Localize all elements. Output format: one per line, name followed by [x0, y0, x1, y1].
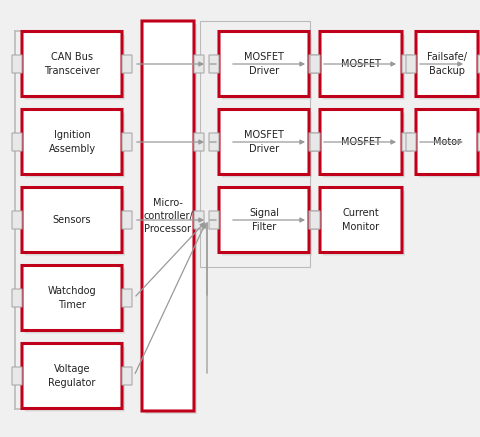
FancyBboxPatch shape — [122, 289, 132, 307]
Text: Sensors: Sensors — [53, 215, 91, 225]
Text: Current
Monitor: Current Monitor — [342, 208, 379, 232]
FancyBboxPatch shape — [193, 133, 204, 151]
FancyBboxPatch shape — [222, 35, 312, 100]
FancyBboxPatch shape — [122, 55, 132, 73]
FancyBboxPatch shape — [22, 343, 122, 409]
Text: Micro-
controller/
Processor: Micro- controller/ Processor — [143, 198, 192, 234]
FancyBboxPatch shape — [319, 31, 401, 97]
FancyBboxPatch shape — [401, 133, 411, 151]
FancyBboxPatch shape — [25, 35, 125, 100]
FancyBboxPatch shape — [22, 31, 122, 97]
FancyBboxPatch shape — [477, 133, 480, 151]
FancyBboxPatch shape — [319, 187, 401, 253]
Text: Signal
Filter: Signal Filter — [249, 208, 278, 232]
FancyBboxPatch shape — [25, 268, 125, 333]
Text: MOSFET: MOSFET — [340, 59, 380, 69]
FancyBboxPatch shape — [309, 55, 319, 73]
Text: Failsafe/
Backup: Failsafe/ Backup — [426, 52, 466, 76]
FancyBboxPatch shape — [309, 211, 319, 229]
FancyBboxPatch shape — [12, 211, 22, 229]
FancyBboxPatch shape — [12, 289, 22, 307]
Text: Motor: Motor — [432, 137, 460, 147]
FancyBboxPatch shape — [209, 211, 218, 229]
Bar — [200, 21, 309, 267]
FancyBboxPatch shape — [144, 24, 197, 414]
FancyBboxPatch shape — [218, 110, 308, 174]
FancyBboxPatch shape — [193, 55, 204, 73]
FancyBboxPatch shape — [222, 112, 312, 177]
FancyBboxPatch shape — [25, 112, 125, 177]
FancyBboxPatch shape — [122, 367, 132, 385]
FancyBboxPatch shape — [25, 191, 125, 256]
FancyBboxPatch shape — [209, 133, 218, 151]
FancyBboxPatch shape — [22, 110, 122, 174]
FancyBboxPatch shape — [477, 55, 480, 73]
FancyBboxPatch shape — [209, 55, 218, 73]
Text: MOSFET
Driver: MOSFET Driver — [243, 52, 283, 76]
FancyBboxPatch shape — [308, 211, 318, 229]
FancyBboxPatch shape — [415, 110, 477, 174]
FancyBboxPatch shape — [309, 133, 319, 151]
Text: Ignition
Assembly: Ignition Assembly — [48, 130, 96, 153]
FancyBboxPatch shape — [25, 347, 125, 412]
FancyBboxPatch shape — [218, 31, 308, 97]
FancyBboxPatch shape — [308, 55, 318, 73]
FancyBboxPatch shape — [415, 31, 477, 97]
FancyBboxPatch shape — [12, 55, 22, 73]
Text: Voltage
Regulator: Voltage Regulator — [48, 364, 96, 388]
FancyBboxPatch shape — [405, 55, 415, 73]
FancyBboxPatch shape — [418, 112, 480, 177]
FancyBboxPatch shape — [323, 112, 404, 177]
FancyBboxPatch shape — [218, 187, 308, 253]
FancyBboxPatch shape — [222, 191, 312, 256]
FancyBboxPatch shape — [401, 55, 411, 73]
Text: MOSFET
Driver: MOSFET Driver — [243, 130, 283, 153]
FancyBboxPatch shape — [12, 367, 22, 385]
FancyBboxPatch shape — [122, 211, 132, 229]
FancyBboxPatch shape — [22, 266, 122, 330]
FancyBboxPatch shape — [193, 211, 204, 229]
FancyBboxPatch shape — [22, 187, 122, 253]
FancyBboxPatch shape — [405, 133, 415, 151]
FancyBboxPatch shape — [122, 133, 132, 151]
FancyBboxPatch shape — [323, 35, 404, 100]
FancyBboxPatch shape — [308, 133, 318, 151]
FancyBboxPatch shape — [319, 110, 401, 174]
Text: CAN Bus
Transceiver: CAN Bus Transceiver — [44, 52, 100, 76]
Text: Watchdog
Timer: Watchdog Timer — [48, 286, 96, 309]
FancyBboxPatch shape — [142, 21, 193, 411]
Text: MOSFET: MOSFET — [340, 137, 380, 147]
FancyBboxPatch shape — [418, 35, 480, 100]
FancyBboxPatch shape — [323, 191, 404, 256]
FancyBboxPatch shape — [12, 133, 22, 151]
